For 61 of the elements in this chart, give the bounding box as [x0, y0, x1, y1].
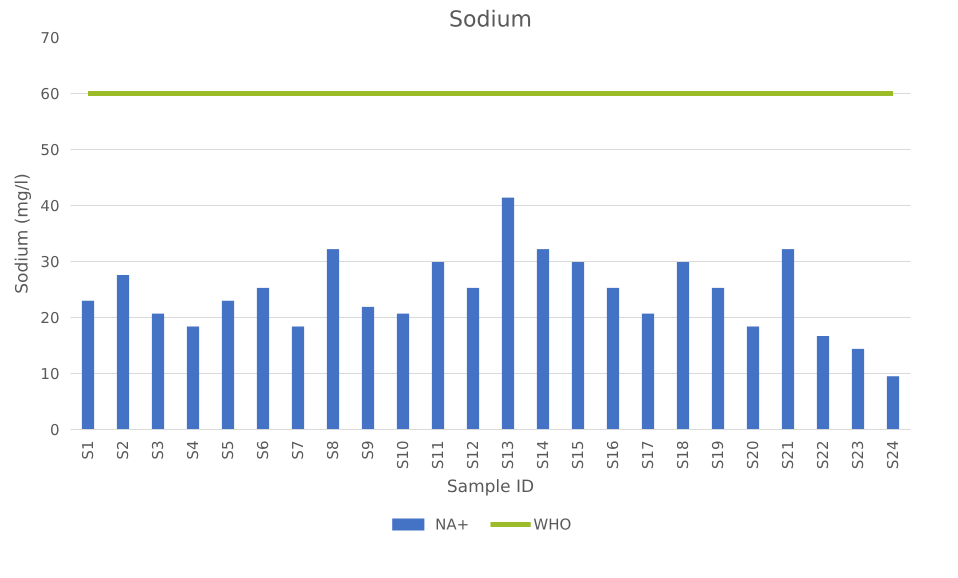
y-tick-label: 20: [40, 309, 60, 327]
bar: [676, 262, 690, 430]
x-tick-label: S22: [814, 440, 832, 470]
x-tick-label: S11: [429, 440, 447, 470]
bar: [466, 288, 480, 430]
y-tick-label: 10: [40, 365, 60, 383]
chart-title: Sodium: [449, 8, 532, 32]
bar: [362, 306, 374, 430]
bar: [396, 314, 410, 430]
x-tick-label: S8: [324, 440, 342, 460]
x-tick-label: S10: [394, 440, 412, 470]
bar: [606, 288, 620, 430]
bar: [816, 336, 830, 430]
x-tick-label: S4: [184, 440, 202, 460]
x-tick-label: S24: [884, 440, 902, 470]
x-tick-label: S16: [604, 440, 622, 470]
y-tick-label: 60: [40, 85, 60, 103]
bar: [746, 326, 760, 430]
x-axis-title: Sample ID: [446, 477, 534, 498]
x-tick-label: S2: [114, 440, 132, 460]
x-tick-label: S17: [639, 440, 657, 470]
x-tick-label: S3: [149, 440, 167, 460]
bar: [536, 249, 550, 430]
x-tick-label: S9: [359, 440, 377, 460]
bar: [116, 274, 130, 430]
bar: [432, 262, 444, 430]
bar: [186, 326, 200, 430]
x-tick-label: S7: [289, 440, 307, 460]
bar: [256, 288, 270, 430]
bar: [782, 249, 794, 430]
bar: [326, 249, 340, 430]
bar: [292, 326, 304, 430]
bar: [712, 288, 724, 430]
y-axis-title: Sodium (mg/l): [12, 173, 32, 294]
x-tick-label: S20: [744, 440, 762, 470]
bar: [642, 314, 654, 430]
x-tick-label: S6: [254, 440, 272, 460]
legend-label: WHO: [533, 516, 572, 534]
y-tick-label: 50: [40, 141, 60, 159]
y-tick-label: 40: [40, 197, 60, 215]
bar: [572, 262, 584, 430]
bar: [222, 300, 234, 430]
x-tick-label: S13: [499, 440, 517, 470]
x-tick-label: S15: [569, 440, 587, 470]
y-tick-label: 70: [40, 29, 60, 47]
x-tick-label: S5: [219, 440, 237, 460]
bar: [502, 198, 514, 430]
bar: [82, 300, 94, 430]
x-tick-label: S18: [674, 440, 692, 470]
bar: [852, 348, 864, 430]
legend-label: NA+: [435, 516, 470, 534]
x-tick-label: S23: [849, 440, 867, 470]
x-tick-label: S12: [464, 440, 482, 470]
x-tick-label: S19: [709, 440, 727, 470]
x-tick-label: S14: [534, 440, 552, 470]
x-tick-label: S1: [79, 440, 97, 460]
y-tick-label: 30: [40, 253, 60, 271]
x-tick-label: S21: [779, 440, 797, 470]
bar: [886, 376, 900, 430]
bar: [152, 314, 164, 430]
y-tick-label: 0: [50, 421, 60, 439]
